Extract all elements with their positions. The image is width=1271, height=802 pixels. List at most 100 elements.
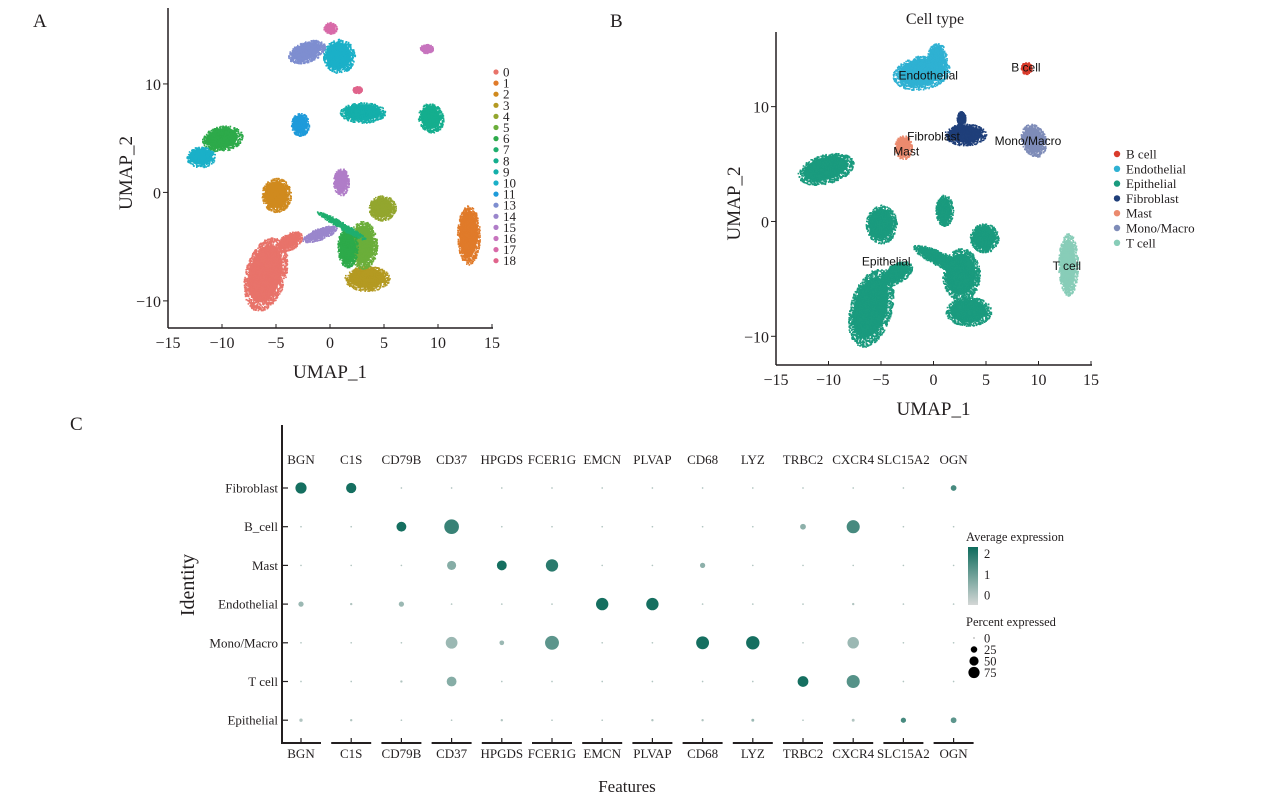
cell-point [244,280,246,282]
cell-point [266,194,269,197]
cell-point [276,250,279,253]
cell-point [258,300,261,303]
cell-point [371,286,373,289]
cell-point [458,232,461,234]
cell-point [295,235,298,238]
cell-point [463,226,465,228]
cell-point [258,274,261,276]
cell-point [288,190,290,192]
cell-point [291,240,294,242]
cell-point [260,292,263,294]
cell-point [264,260,267,262]
cell-point [270,269,272,272]
cell-point [469,212,471,215]
cell-point [279,288,281,290]
cell-point [478,246,481,249]
cell-point [254,266,257,269]
cell-point [267,249,269,252]
cell-point [457,227,459,229]
cell-point [275,296,278,298]
cell-point [268,281,270,284]
cell-point [267,205,269,208]
cell-point [278,288,280,290]
cell-point [249,305,252,307]
cell-point [283,275,285,277]
cell-point [275,184,278,186]
cell-point [254,302,256,304]
cell-point [280,250,282,252]
cell-point [273,286,276,289]
cell-point [470,240,472,243]
cell-point [473,219,475,221]
cell-point [277,200,279,203]
cell-point [258,246,260,248]
cell-point [266,267,269,270]
cell-point [286,206,288,209]
cell-point [395,207,397,210]
cell-point [269,282,271,284]
cell-point [268,279,270,282]
cell-point [476,223,478,225]
cell-point [462,215,464,218]
cell-point [263,202,265,204]
cell-point [460,213,463,215]
cell-point [283,243,285,246]
cell-point [297,235,300,237]
cell-point [467,252,469,255]
cell-point [280,240,282,243]
cell-point [267,198,270,200]
cell-point [272,247,275,249]
cell-point [391,211,394,213]
cell-point [266,307,269,309]
cell-point [282,208,285,210]
cell-point [277,261,279,264]
cell-point [251,304,253,306]
cell-point [296,232,298,235]
cell-point [271,239,274,241]
cell-point [372,268,375,270]
cell-point [299,242,301,245]
cell-point [465,214,468,216]
cell-point [274,251,277,253]
umap-cluster-points [186,21,481,312]
cell-point [278,251,280,253]
cell-point [299,233,301,235]
cell-point [262,297,264,299]
cell-point [382,206,385,208]
cell-point [276,297,278,299]
cell-point [470,234,473,237]
cell-point [276,294,279,296]
cell-point [468,220,471,222]
cell-point [276,253,279,256]
cell-point [374,217,377,220]
cell-point [382,208,384,211]
cell-point [270,254,273,256]
cell-point [253,296,256,298]
cell-point [266,292,269,295]
cell-point [261,297,263,300]
cell-point [296,239,298,241]
cell-point [252,305,254,307]
cell-point [260,253,263,255]
cell-point [273,281,276,284]
cell-point [361,286,363,288]
cell-point [382,201,384,204]
cell-point [466,218,468,221]
cell-point [287,245,290,248]
cell-point [275,272,278,274]
cell-point [266,186,269,188]
cell-point [259,295,262,297]
cell-point [270,191,273,193]
cell-point [256,295,259,298]
cell-point [246,268,249,271]
cell-point [472,217,475,220]
cell-point [271,250,274,252]
cell-point [381,268,384,271]
cell-point [466,222,469,225]
cell-point [284,271,286,273]
cell-point [283,239,285,242]
cell-point [293,247,296,249]
cell-point [274,270,277,272]
cell-point [279,207,282,209]
cell-point [375,287,377,289]
